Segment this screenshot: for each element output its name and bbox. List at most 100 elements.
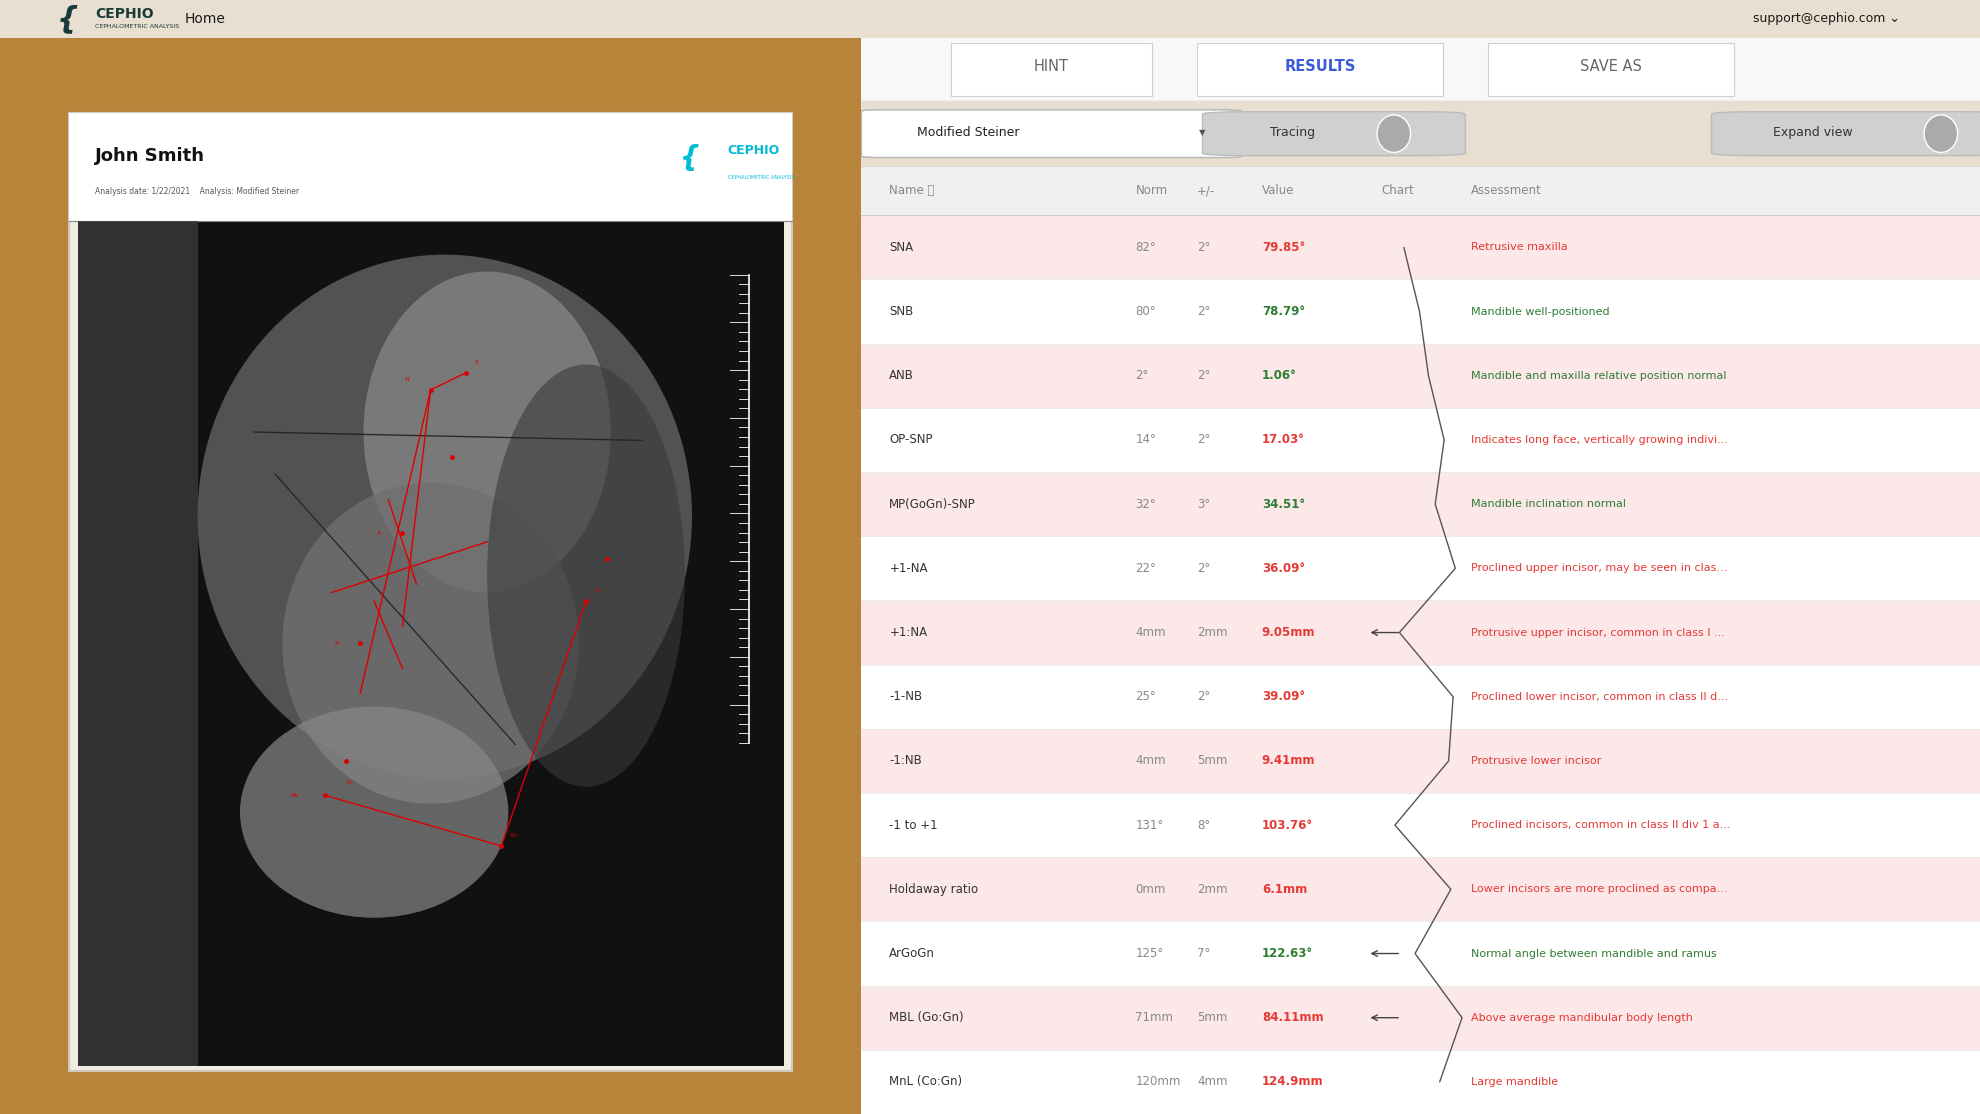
Text: 5mm: 5mm [1196,1012,1228,1024]
FancyBboxPatch shape [950,43,1152,96]
Bar [861,215,1980,280]
Text: MnL (Co:Gn): MnL (Co:Gn) [889,1075,962,1088]
Bar [69,114,792,221]
Text: 22°: 22° [1135,561,1156,575]
Bar [1414,215,1439,1114]
Text: SNB: SNB [889,305,913,319]
Text: RESULTS: RESULTS [1285,59,1356,74]
Text: 1.06°: 1.06° [1261,369,1297,382]
Text: Value: Value [1261,184,1295,197]
Text: 79.85°: 79.85° [1261,241,1305,254]
Text: OP-SNP: OP-SNP [889,433,933,447]
Text: +1-NA: +1-NA [889,561,929,575]
Text: N: N [404,377,410,381]
Text: 71mm: 71mm [1135,1012,1174,1024]
Text: 131°: 131° [1135,819,1164,832]
Text: 2°: 2° [1135,369,1148,382]
Text: 84.11mm: 84.11mm [1261,1012,1323,1024]
Text: 14°: 14° [1135,433,1156,447]
Bar [861,858,1980,921]
Bar [861,1049,1980,1114]
Text: 3°: 3° [1196,498,1210,510]
Text: Home: Home [184,12,226,26]
Bar [861,921,1980,986]
Text: A: A [376,531,380,536]
Bar [861,986,1980,1049]
Bar [861,665,1980,729]
Text: MBL (Go:Gn): MBL (Go:Gn) [889,1012,964,1024]
Text: 34.51°: 34.51° [1261,498,1305,510]
Text: 9.05mm: 9.05mm [1261,626,1315,639]
Text: 2°: 2° [1196,691,1210,703]
Text: 4mm: 4mm [1196,1075,1228,1088]
Text: Name ⓘ: Name ⓘ [889,184,935,197]
Ellipse shape [198,255,691,779]
Bar [861,793,1980,858]
Ellipse shape [240,706,509,918]
Text: -1 to +1: -1 to +1 [889,819,939,832]
Bar [861,536,1980,600]
Bar [77,221,784,1066]
Bar [861,472,1980,536]
Text: 4mm: 4mm [1135,626,1166,639]
FancyBboxPatch shape [1711,111,1980,156]
Text: Holdaway ratio: Holdaway ratio [889,882,978,896]
Ellipse shape [283,482,578,803]
Text: Protrusive lower incisor: Protrusive lower incisor [1471,756,1602,766]
Text: CEPHALOMETRIC ANALYSIS: CEPHALOMETRIC ANALYSIS [95,25,178,29]
Text: Go: Go [511,832,517,838]
Text: -1:NB: -1:NB [889,754,923,768]
Text: Indicates long face, vertically growing indivi...: Indicates long face, vertically growing … [1471,434,1729,444]
Text: {: { [679,145,699,173]
Text: Proclined upper incisor, may be seen in clas...: Proclined upper incisor, may be seen in … [1471,564,1727,574]
Text: 2mm: 2mm [1196,882,1228,896]
Text: Assessment: Assessment [1471,184,1542,197]
Text: Retrusive maxilla: Retrusive maxilla [1471,243,1568,253]
Ellipse shape [1925,115,1958,153]
Text: 80°: 80° [1135,305,1156,319]
Text: 8°: 8° [1196,819,1210,832]
Bar [69,114,792,1071]
Text: ▼: ▼ [1200,128,1206,137]
Bar [861,280,1980,344]
Text: 9.41mm: 9.41mm [1261,754,1315,768]
Text: 6.1mm: 6.1mm [1261,882,1307,896]
Text: HINT: HINT [1034,59,1069,74]
Text: Mandible inclination normal: Mandible inclination normal [1471,499,1626,509]
Text: Protrusive upper incisor, common in class I ...: Protrusive upper incisor, common in clas… [1471,627,1725,637]
Text: SNA: SNA [889,241,913,254]
Text: SAVE AS: SAVE AS [1580,59,1641,74]
Text: Gn: Gn [346,781,354,785]
Text: CEPHIO: CEPHIO [95,8,154,21]
Text: 122.63°: 122.63° [1261,947,1313,960]
Bar [861,344,1980,408]
Text: ArGoGn: ArGoGn [889,947,935,960]
Text: 124.9mm: 124.9mm [1261,1075,1323,1088]
Text: 125°: 125° [1135,947,1164,960]
Text: B: B [335,641,339,646]
Text: Lower incisors are more proclined as compa...: Lower incisors are more proclined as com… [1471,885,1727,895]
Text: Large mandible: Large mandible [1471,1077,1558,1087]
Text: Chart: Chart [1382,184,1414,197]
Text: 2°: 2° [1196,241,1210,254]
Text: CEPHIO: CEPHIO [729,145,780,157]
Ellipse shape [487,364,685,786]
Text: 103.76°: 103.76° [1261,819,1313,832]
Text: {: { [57,4,79,33]
Text: 32°: 32° [1135,498,1156,510]
Text: Tracing: Tracing [1269,126,1315,139]
Text: CEPHALOMETRIC ANALYSIS: CEPHALOMETRIC ANALYSIS [729,175,794,180]
Text: Norm: Norm [1135,184,1168,197]
FancyBboxPatch shape [1487,43,1734,96]
Text: 82°: 82° [1135,241,1156,254]
Text: 120mm: 120mm [1135,1075,1180,1088]
Bar [861,408,1980,472]
Text: 78.79°: 78.79° [1261,305,1305,319]
Text: 7°: 7° [1196,947,1210,960]
Text: Proclined lower incisor, common in class II d...: Proclined lower incisor, common in class… [1471,692,1729,702]
Text: 2°: 2° [1196,433,1210,447]
Text: +/-: +/- [1196,184,1216,197]
FancyBboxPatch shape [1196,43,1443,96]
Text: 0mm: 0mm [1135,882,1166,896]
Text: Normal angle between mandible and ramus: Normal angle between mandible and ramus [1471,948,1717,958]
